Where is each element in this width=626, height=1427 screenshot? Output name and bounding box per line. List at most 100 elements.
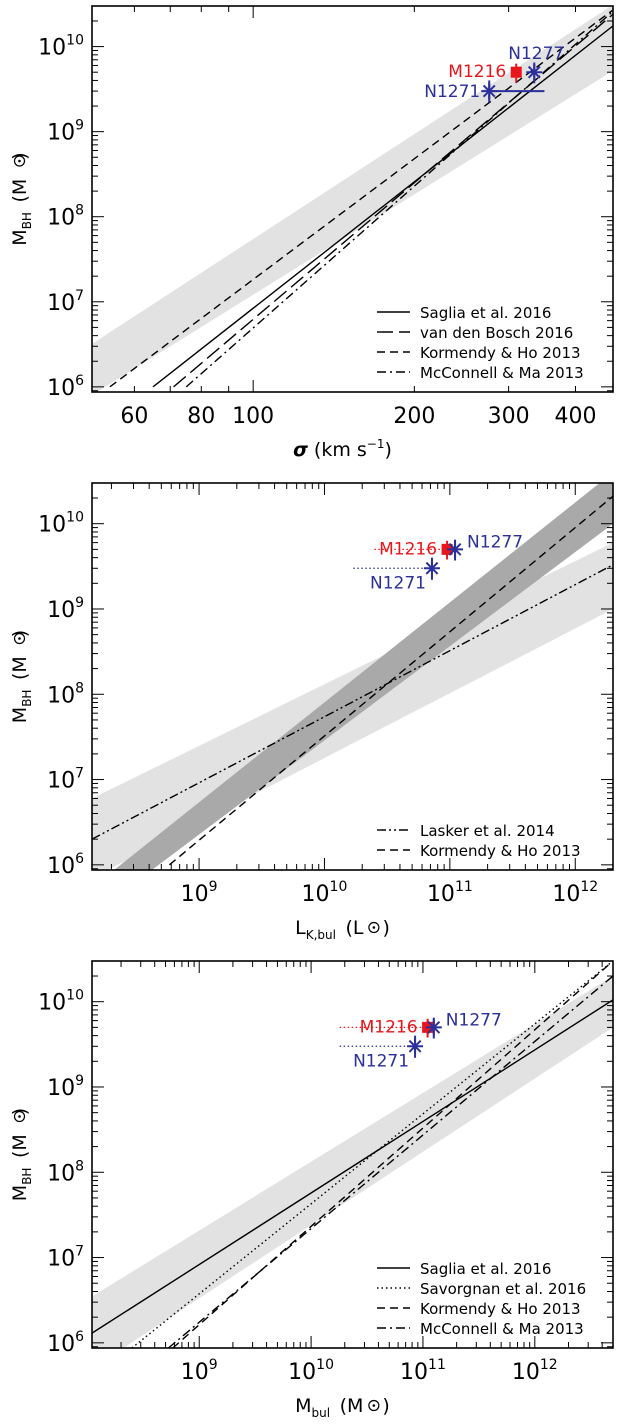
plot-frame [91,5,614,393]
y-axis-label: MBH (M ) [9,152,34,245]
sun-symbol-icon [368,921,380,934]
relation-line-3 [167,975,613,1348]
star-arm [482,84,496,98]
sun-symbol-icon [13,155,26,167]
legend-label: Kormendy & Ho 2013 [420,842,581,860]
y-tick-label: 108 [47,1158,84,1186]
y-tick-label: 107 [47,1244,84,1272]
x-tick-label: 80 [187,404,215,429]
y-axis-label-text: MBH (M ) [9,152,34,245]
x-tick-label: 1012 [552,879,598,907]
plot-frame [91,960,614,1349]
x-tick-label: 200 [393,404,435,429]
galaxy-point-n1271: N1271 [424,80,545,103]
y-tick-label: 1010 [38,988,84,1016]
y-axis-label-text: MBH (M ) [9,1108,34,1201]
legend-label: van den Bosch 2016 [420,324,573,342]
relation-line-1 [168,495,613,866]
galaxy-point-n1271: N1271 [353,557,440,593]
x-tick-label: 1010 [288,1357,334,1385]
point-label-m1216: M1216 [379,539,437,559]
star-marker [407,1038,424,1055]
x-tick-label: 60 [120,404,148,429]
square-marker [510,66,522,78]
y-tick-label: 109 [47,118,84,146]
y-axis-label: MBH (M ) [9,1108,34,1201]
y-tick-label: 1010 [38,33,84,61]
legend: Saglia et al. 2016 Savorgnan et al. 2016 K… [377,1260,586,1338]
y-axis-label-text: MBH (M ) [9,630,34,723]
point-label-n1277: N1277 [446,1010,502,1030]
star-arm [408,1039,422,1053]
point-label-n1271: N1271 [353,1051,409,1071]
point-label-m1216: M1216 [360,1017,418,1037]
y-axis: 106 107 108 109 1010 [38,960,613,1357]
star-marker [423,560,440,577]
legend: Lasker et al. 2014 Kormendy & Ho 2013 [377,822,581,860]
x-axis-label: LK,bul (L ) [295,917,390,942]
point-label-n1271: N1271 [370,573,426,593]
legend-label: Saglia et al. 2016 [420,304,551,322]
sun-symbol-dot [372,1404,376,1407]
legend-label: Savorgnan et al. 2016 [420,1280,586,1298]
star-arm [425,561,439,575]
relation-line-0 [92,564,613,840]
star-arm [527,65,541,79]
star-arm [448,543,462,556]
y-tick-label: 108 [47,680,84,708]
y-tick-label: 106 [47,1329,84,1357]
y-axis: 106 107 108 109 1010 [38,482,613,879]
x-tick-label: 100 [232,404,274,429]
plot-area [92,961,613,1348]
y-axis: 106 107 108 109 1010 [38,5,613,401]
plot-area [92,483,613,870]
galaxy-point-n1277: N1277 [447,532,523,561]
x-axis: 109 1010 1011 1012 [110,483,614,907]
sun-symbol-icon [13,632,26,645]
x-axis: 109 1010 1011 1012 [120,961,614,1385]
x-tick-label: 1011 [400,1357,446,1385]
legend-label: Lasker et al. 2014 [420,822,555,840]
x-tick-label: 300 [488,404,530,429]
scatter-band-light [92,976,613,1348]
sun-symbol-icon [368,1399,380,1412]
legend: Saglia et al. 2016 van den Bosch 2016 Korm… [377,304,584,382]
plot-frame [91,482,614,871]
x-tick-label: 1012 [512,1357,558,1385]
y-tick-label: 109 [47,1073,84,1101]
legend-label: Kormendy & Ho 2013 [420,344,581,362]
star-arm [427,1021,441,1034]
sun-symbol-dot [18,1115,21,1118]
relation-line-0 [152,25,613,388]
galaxy-point-n1277: N1277 [508,44,564,84]
y-tick-label: 108 [47,203,84,231]
point-label-n1271: N1271 [424,82,480,102]
sun-symbol-dot [18,637,21,640]
y-tick-label: 109 [47,595,84,623]
point-label-n1277: N1277 [508,44,564,64]
galaxy-point-m1216: M1216 [339,1017,434,1038]
galaxy-point-n1277: N1277 [425,1010,502,1039]
x-tick-label: 1011 [427,879,473,907]
sun-symbol-dot [18,159,21,163]
star-marker [526,64,543,81]
point-label-n1277: N1277 [467,532,523,552]
x-tick-label: 400 [555,404,597,429]
relation-line-1 [173,13,613,388]
star-marker [447,541,464,558]
y-tick-label: 1010 [38,510,84,538]
legend-label: McConnell & Ma 2013 [420,1320,584,1338]
scatter-band-dark [114,483,613,870]
y-tick-label: 106 [47,851,84,879]
star-marker [425,1019,442,1036]
x-axis-label: Mbul (M ) [295,1395,390,1420]
x-axis: 60 80 100 200 300 400 [91,6,597,429]
x-tick-label: 109 [181,1357,218,1385]
sun-symbol-icon [13,1110,26,1123]
y-tick-label: 106 [47,373,84,401]
star-marker [481,83,498,100]
point-label-m1216: M1216 [448,62,506,82]
x-axis-label: σ (km s−1) [293,437,392,461]
